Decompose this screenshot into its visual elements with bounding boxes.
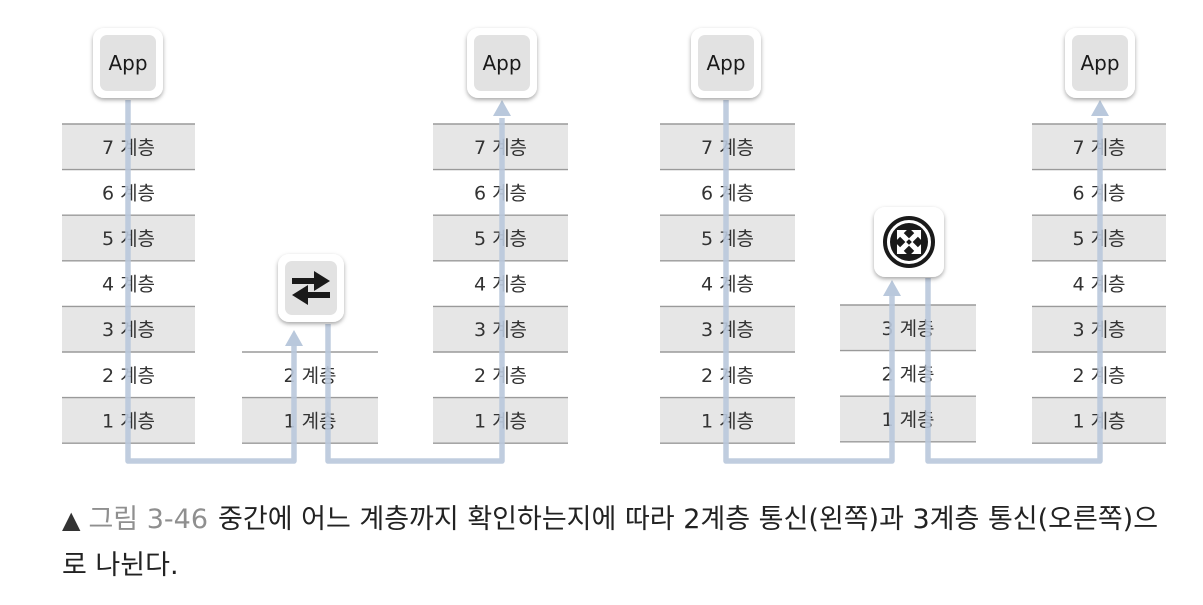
figure-caption: ▲ 그림 3-46 중간에 어느 계층까지 확인하는지에 따라 2계층 통신(왼쪽)… bbox=[62, 497, 1172, 589]
arrow-into-switch bbox=[285, 330, 303, 346]
app-box: App bbox=[93, 28, 163, 98]
app-box: App bbox=[1065, 28, 1135, 98]
path-router-to-receiver bbox=[925, 118, 1103, 464]
router-arrow bbox=[896, 241, 910, 255]
arrow-into-receiver-app bbox=[493, 100, 511, 116]
switch-arrows-icon bbox=[278, 254, 344, 322]
switch-arrow-right-shaft bbox=[292, 278, 316, 284]
app-box-face bbox=[474, 35, 530, 91]
path-sender-to-router bbox=[723, 100, 895, 464]
app-box: App bbox=[691, 28, 761, 98]
app-label: App bbox=[1080, 51, 1119, 75]
caption-text: 중간에 어느 계층까지 확인하는지에 따라 2계층 통신(왼쪽)과 3계층 통신… bbox=[62, 504, 1159, 581]
app-box: App bbox=[467, 28, 537, 98]
app-box-face bbox=[100, 35, 156, 91]
layer-stack-left-switch: 2 계층1 계층 bbox=[242, 351, 378, 444]
router-arrows bbox=[896, 229, 922, 255]
app-box-face bbox=[698, 35, 754, 91]
switch-arrow-right-head bbox=[314, 271, 330, 291]
app-label: App bbox=[706, 51, 745, 75]
path-sender-to-switch bbox=[125, 100, 297, 464]
path-switch-to-receiver bbox=[325, 118, 505, 464]
layer-stack-right-router: 3 계층2 계층1 계층 bbox=[840, 304, 976, 443]
app-label: App bbox=[482, 51, 521, 75]
communication-paths bbox=[125, 100, 1109, 464]
caption-marker: ▲ bbox=[62, 506, 81, 534]
app-box-face bbox=[1072, 35, 1128, 91]
router-arrow bbox=[908, 229, 922, 243]
app-label: App bbox=[108, 51, 147, 75]
switch-arrow-left-head bbox=[292, 285, 308, 305]
layer-fill bbox=[840, 396, 976, 442]
arrow-into-receiver-app bbox=[1091, 100, 1109, 116]
layer-fill bbox=[840, 305, 976, 351]
osi-layer-communication-diagram: 7 계층6 계층5 계층4 계층3 계층2 계층1 계층2 계층1 계층7 계층… bbox=[62, 28, 1166, 464]
router-arrow bbox=[896, 229, 910, 243]
arrow-into-router bbox=[883, 280, 901, 296]
switch-arrow-left-shaft bbox=[306, 292, 330, 298]
figure-number: 그림 3-46 bbox=[88, 504, 209, 535]
switch-box-face bbox=[285, 261, 337, 315]
router-cross-icon bbox=[874, 207, 944, 277]
layer-fill bbox=[242, 397, 378, 444]
router-arrow bbox=[908, 241, 922, 255]
router-core bbox=[890, 223, 928, 261]
